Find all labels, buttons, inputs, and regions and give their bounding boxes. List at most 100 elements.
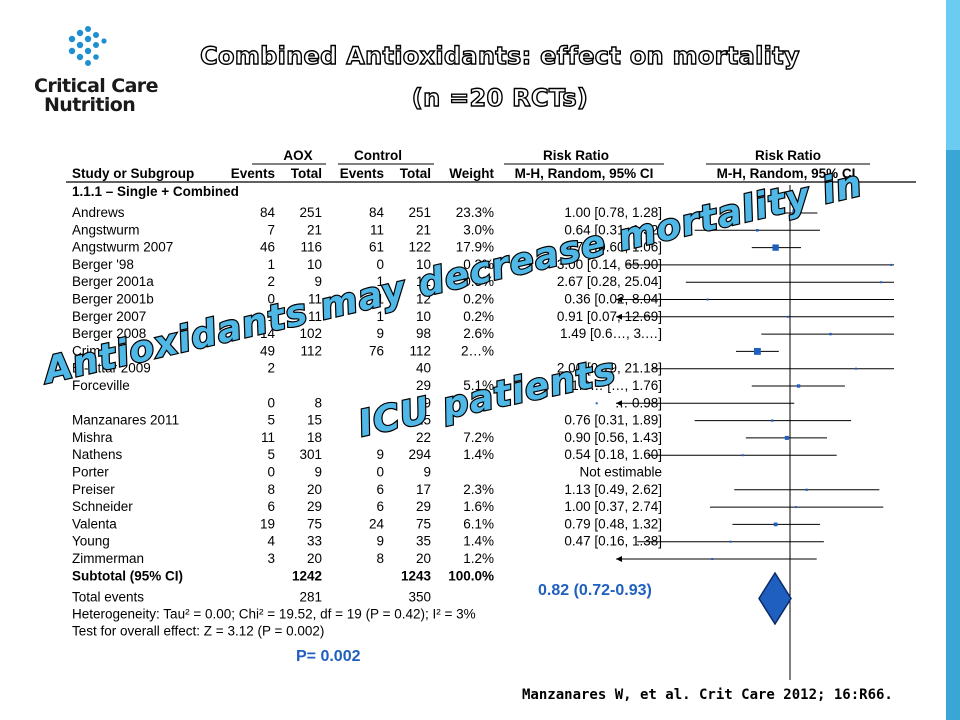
total-control-young-19: 35 bbox=[416, 534, 431, 549]
study-marker-row-11 bbox=[595, 402, 598, 405]
weight-preiser-16: 2.3% bbox=[463, 482, 494, 497]
total-control-angstwurm-2007-2: 122 bbox=[408, 240, 431, 255]
study-name-crimi-8: Crimi bbox=[72, 343, 104, 358]
study-name-el-attar-2009-9: El-Attar 2009 bbox=[72, 361, 151, 376]
total-events-label: Total events bbox=[72, 589, 144, 604]
events-control-angstwurm-1: 11 bbox=[370, 222, 384, 237]
study-name-valenta-18: Valenta bbox=[72, 516, 117, 531]
events-control-schneider-17: 6 bbox=[376, 499, 384, 514]
col-method-right: M-H, Random, 95% CI bbox=[717, 166, 856, 181]
total-control-porter-15: 9 bbox=[423, 465, 431, 480]
study-name-zimmerman-20: Zimmerman bbox=[72, 551, 144, 566]
subgroup-label: 1.1.1 – Single + Combined bbox=[72, 184, 239, 199]
ci-text-manzanares-2011-12: 0.76 [0.31, 1.89] bbox=[564, 413, 662, 428]
ci-arrow-row-11 bbox=[616, 400, 622, 407]
citation: Manzanares W, et al. Crit Care 2012; 16:… bbox=[522, 687, 893, 703]
total-control-nathens-14: 294 bbox=[408, 447, 431, 462]
ci-text-berger-2001b-5: 0.36 [0.02, 8.04] bbox=[564, 292, 662, 307]
total-aox-row-11: 8 bbox=[314, 395, 322, 410]
study-name-porter-15: Porter bbox=[72, 465, 109, 480]
study-name-berger-2008-7: Berger 2008 bbox=[72, 326, 146, 341]
ci-arrow-zimmerman-20 bbox=[616, 556, 622, 562]
study-marker-andrews-0 bbox=[792, 209, 800, 217]
study-name-berger-2001b-5: Berger 2001b bbox=[72, 292, 154, 307]
accent-bar-top bbox=[946, 0, 960, 150]
events-aox-preiser-16: 8 bbox=[267, 482, 275, 497]
ci-text-young-19: 0.47 [0.16, 1.38] bbox=[564, 534, 662, 549]
events-control-young-19: 9 bbox=[376, 534, 384, 549]
logo-line-1: Critical Care bbox=[34, 75, 158, 97]
study-marker-nathens-14 bbox=[741, 454, 744, 457]
study-name-forceville-10: Forceville bbox=[72, 378, 130, 393]
ci-text-nathens-14: 0.54 [0.18, 1.60] bbox=[564, 447, 662, 462]
events-control-berger-2001a-4: 1 bbox=[376, 274, 384, 289]
total-control-zimmerman-20: 20 bbox=[416, 551, 431, 566]
study-marker-schneider-17 bbox=[795, 506, 797, 509]
total-control-berger-2001a-4: 12 bbox=[416, 274, 431, 289]
study-marker-forceville-10 bbox=[796, 384, 801, 388]
study-name-manzanares-2011-12: Manzanares 2011 bbox=[72, 413, 179, 428]
total-control-angstwurm-1: 21 bbox=[416, 222, 431, 237]
events-aox-el-attar-2009-9: 2 bbox=[267, 361, 275, 376]
events-aox-zimmerman-20: 3 bbox=[267, 551, 275, 566]
weight-young-19: 1.4% bbox=[463, 534, 494, 549]
total-aox-manzanares-2011-12: 15 bbox=[307, 413, 322, 428]
events-control-preiser-16: 6 bbox=[376, 482, 384, 497]
total-aox-young-19: 33 bbox=[307, 534, 322, 549]
study-name-angstwurm-1: Angstwurm bbox=[72, 222, 140, 237]
weight-valenta-18: 6.1% bbox=[463, 516, 494, 531]
total-control-preiser-16: 17 bbox=[416, 482, 431, 497]
total-control-mishra-13: 22 bbox=[416, 430, 431, 445]
study-name-berger-2001a-4: Berger 2001a bbox=[72, 274, 154, 289]
weight-nathens-14: 1.4% bbox=[463, 447, 494, 462]
events-aox-row-11: 0 bbox=[267, 395, 275, 410]
total-aox-berger-2001a-4: 9 bbox=[314, 274, 322, 289]
total-aox-andrews-0: 251 bbox=[299, 205, 322, 220]
events-aox-manzanares-2011-12: 5 bbox=[267, 413, 275, 428]
col-method-left: M-H, Random, 95% CI bbox=[515, 166, 654, 181]
events-control-andrews-0: 84 bbox=[369, 205, 385, 220]
study-marker-angstwurm-1 bbox=[756, 229, 759, 232]
total-aox-nathens-14: 301 bbox=[299, 447, 322, 462]
header-risk-ratio-left: Risk Ratio bbox=[543, 148, 609, 163]
events-aox-berger-2001b-5: 0 bbox=[267, 292, 275, 307]
weight-berger-98-3: 0.2% bbox=[463, 257, 494, 272]
study-marker-berger-2007-6 bbox=[786, 315, 789, 318]
study-marker-berger-98-3 bbox=[890, 263, 893, 266]
ci-text-berger-98-3: 3.00 [0.14, 65.90] bbox=[557, 257, 662, 272]
events-control-zimmerman-20: 8 bbox=[376, 551, 384, 566]
events-control-berger-2007-6: 1 bbox=[376, 309, 384, 324]
events-aox-schneider-17: 6 bbox=[267, 499, 275, 514]
heterogeneity-text: Heterogeneity: Tau² = 0.00; Chi² = 19.52… bbox=[72, 606, 476, 621]
col-total-aox: Total bbox=[291, 166, 322, 181]
total-aox-zimmerman-20: 20 bbox=[307, 551, 322, 566]
weight-angstwurm-1: 3.0% bbox=[463, 222, 494, 237]
total-control-berger-2008-7: 98 bbox=[416, 326, 431, 341]
total-aox-crimi-8: 112 bbox=[300, 343, 322, 358]
ci-text-schneider-17: 1.00 [0.37, 2.74] bbox=[564, 499, 662, 514]
events-aox-andrews-0: 84 bbox=[260, 205, 276, 220]
study-marker-zimmerman-20 bbox=[711, 558, 714, 560]
ci-text-angstwurm-1: 0.64 [0.31, 1.32] bbox=[564, 222, 662, 237]
events-control-berger-2008-7: 9 bbox=[376, 326, 384, 341]
events-aox-valenta-18: 19 bbox=[260, 516, 275, 531]
weight-andrews-0: 23.3% bbox=[456, 205, 494, 220]
total-aox-angstwurm-1: 21 bbox=[307, 222, 322, 237]
ci-text-preiser-16: 1.13 [0.49, 2.62] bbox=[564, 482, 662, 497]
weight-angstwurm-2007-2: 17.9% bbox=[456, 240, 494, 255]
events-control-nathens-14: 9 bbox=[376, 447, 384, 462]
study-marker-el-attar-2009-9 bbox=[855, 367, 857, 370]
col-weight: Weight bbox=[449, 166, 494, 181]
pooled-diamond bbox=[758, 571, 792, 626]
ci-text-valenta-18: 0.79 [0.48, 1.32] bbox=[564, 516, 662, 531]
total-control-valenta-18: 75 bbox=[416, 516, 431, 531]
study-marker-angstwurm-2007-2 bbox=[772, 244, 779, 251]
events-aox-berger-2007-6: 1 bbox=[267, 309, 275, 324]
events-control-valenta-18: 24 bbox=[369, 516, 385, 531]
study-name-berger-98-3: Berger '98 bbox=[72, 257, 134, 272]
col-events-aox: Events bbox=[231, 166, 275, 181]
total-control-manzanares-2011-12: 15 bbox=[416, 413, 431, 428]
events-control-angstwurm-2007-2: 61 bbox=[369, 240, 384, 255]
events-aox-berger-98-3: 1 bbox=[267, 257, 275, 272]
